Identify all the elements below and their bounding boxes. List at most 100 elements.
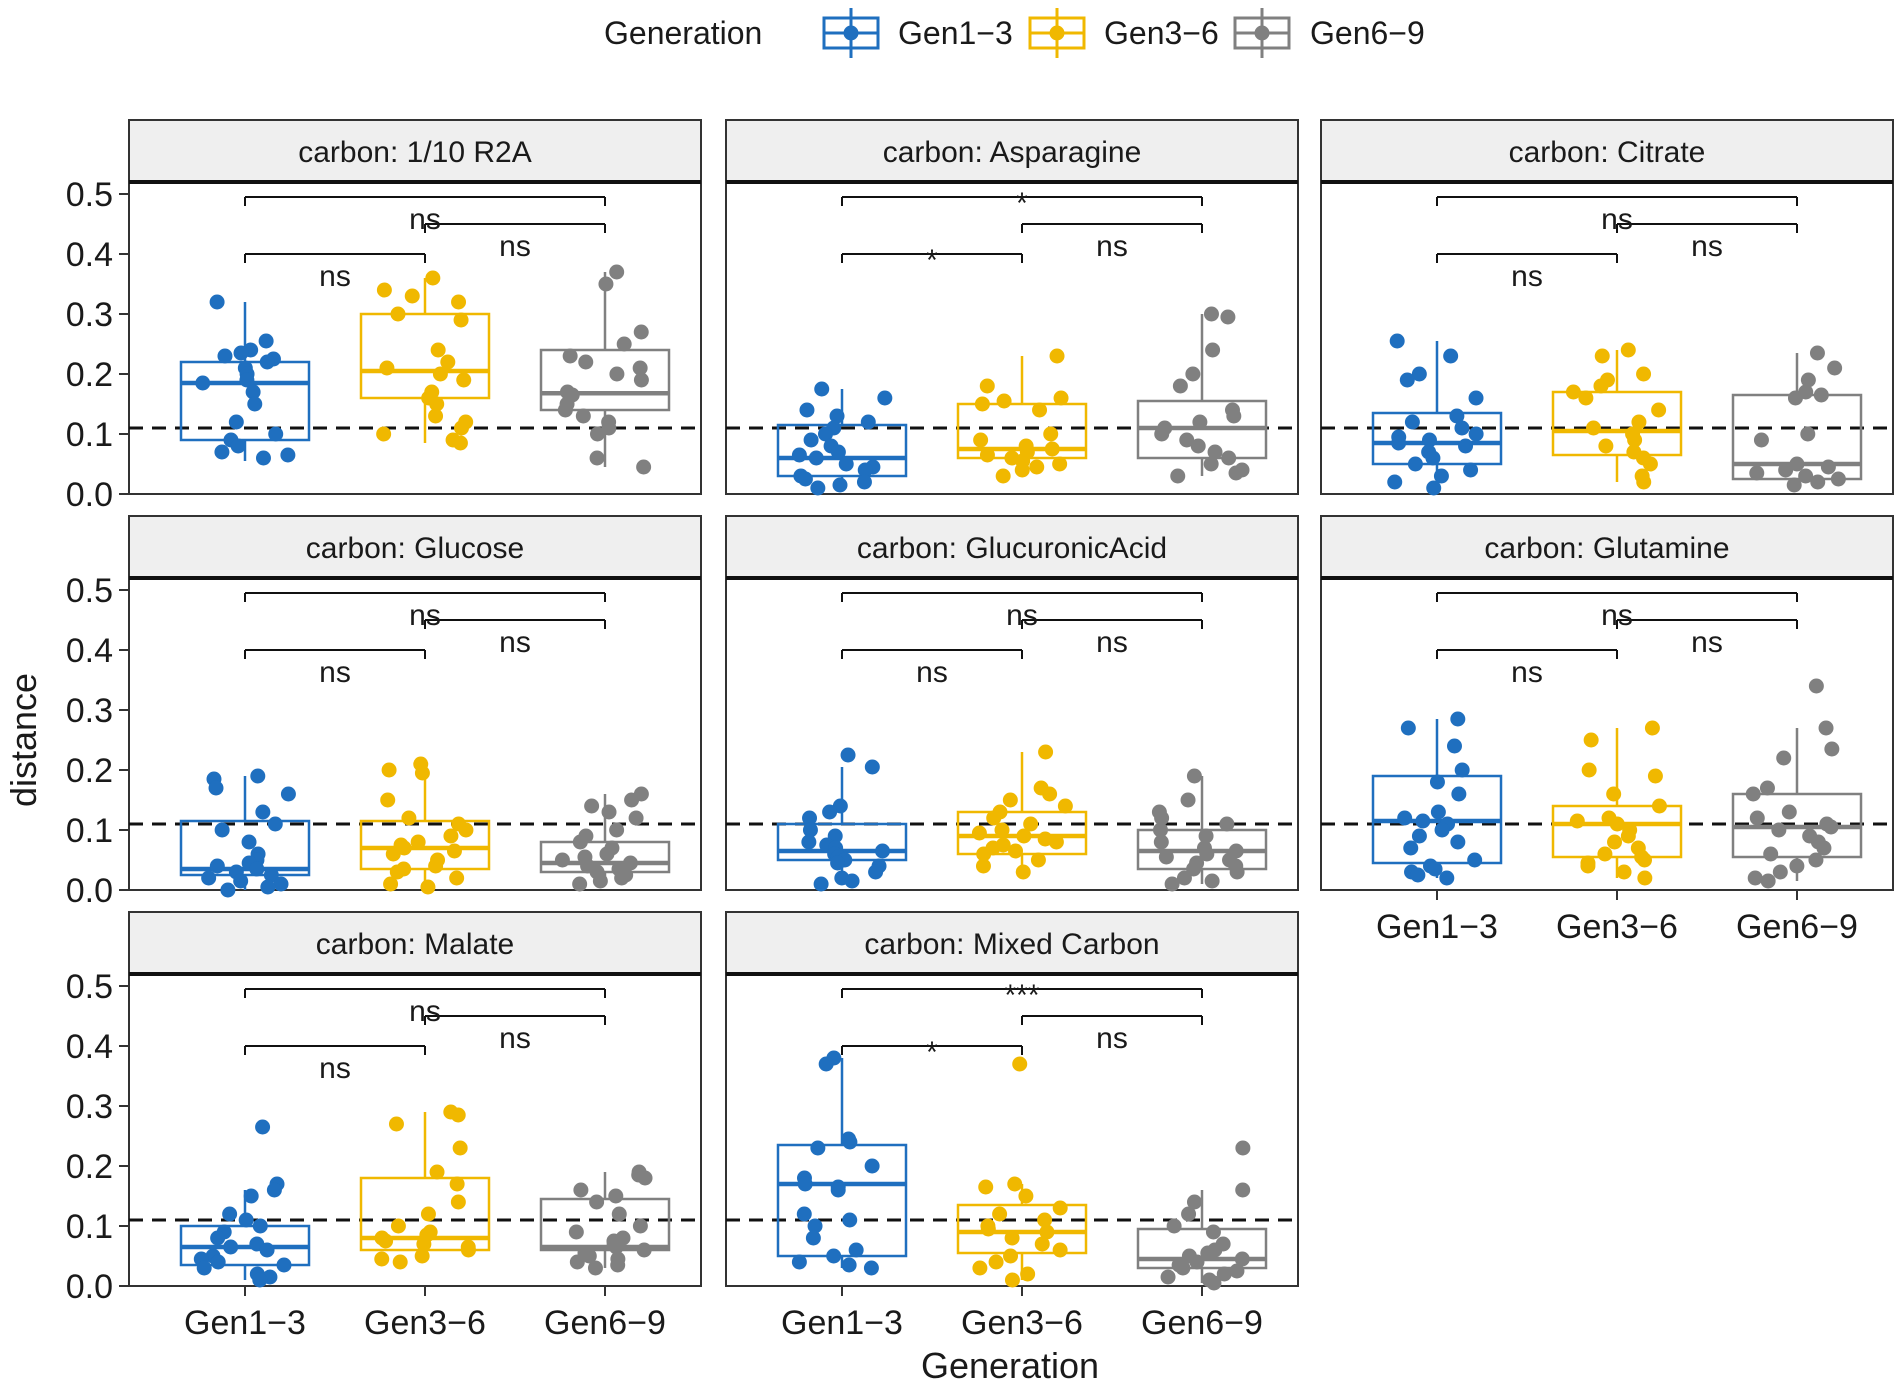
bracket-label: ns	[916, 656, 948, 689]
facet-panels: carbon: 1/10 R2A 0.0 0.1 0.2 0.3 0.4 0.5 ns ns ns…	[66, 119, 1894, 1342]
box-iqr	[359, 819, 491, 871]
data-point	[456, 372, 472, 388]
data-point	[808, 450, 824, 466]
data-point	[557, 402, 573, 418]
data-point	[818, 1056, 834, 1072]
data-point	[797, 1176, 813, 1192]
data-point	[1399, 372, 1415, 388]
legend-key-point	[1254, 25, 1270, 41]
y-tick-label: 0.0	[66, 1268, 113, 1306]
data-point	[587, 1260, 603, 1276]
data-point	[1449, 408, 1465, 424]
data-point	[1057, 798, 1073, 814]
data-point	[1426, 480, 1442, 496]
data-point	[1446, 738, 1462, 754]
data-point	[1616, 864, 1632, 880]
data-point	[401, 810, 417, 826]
data-point	[1830, 471, 1846, 487]
data-point	[220, 882, 236, 898]
box-iqr	[539, 348, 671, 412]
data-point	[420, 1206, 436, 1222]
facet-strip	[725, 911, 1299, 975]
data-point	[1787, 390, 1803, 406]
y-tick-label: 0.5	[66, 572, 113, 610]
data-point	[1180, 792, 1196, 808]
significance-bracket-3: *	[841, 187, 1203, 220]
data-point	[1185, 366, 1201, 382]
data-point	[857, 462, 873, 478]
bracket-label: ns	[319, 656, 351, 689]
significance-bracket-3: ns	[244, 592, 606, 632]
facet-strip-label: carbon: Mixed Carbon	[864, 928, 1159, 961]
data-point	[832, 477, 848, 493]
data-point	[817, 426, 833, 442]
data-point	[1776, 750, 1792, 766]
data-point	[1002, 792, 1018, 808]
data-point	[210, 1254, 226, 1270]
y-tick-label: 0.3	[66, 296, 113, 334]
data-point	[863, 1260, 879, 1276]
data-point	[1186, 1194, 1202, 1210]
data-point	[842, 1134, 858, 1150]
data-point	[1219, 816, 1235, 832]
y-tick-label: 0.0	[66, 476, 113, 514]
significance-bracket-2: ns	[1021, 1015, 1203, 1055]
data-point	[1014, 462, 1030, 478]
data-point	[1216, 1266, 1232, 1282]
data-point	[1034, 1236, 1050, 1252]
data-point	[374, 1251, 390, 1267]
data-point	[259, 354, 275, 370]
data-point	[450, 1194, 466, 1210]
data-point	[1052, 456, 1068, 472]
data-point	[1759, 780, 1775, 796]
data-point	[1468, 426, 1484, 442]
data-point	[877, 390, 893, 406]
data-point	[975, 858, 991, 874]
data-point	[802, 810, 818, 826]
data-point	[1397, 810, 1413, 826]
data-point	[554, 852, 570, 868]
data-point	[449, 1176, 465, 1192]
data-point	[458, 822, 474, 838]
data-point	[1186, 861, 1202, 877]
data-point	[390, 1218, 406, 1234]
data-point	[249, 861, 265, 877]
data-point	[633, 372, 649, 388]
data-point	[1007, 1176, 1023, 1192]
box-iqr	[1551, 390, 1683, 457]
data-point	[633, 324, 649, 340]
data-point	[255, 450, 271, 466]
data-point	[381, 762, 397, 778]
data-point	[1580, 858, 1596, 874]
data-point	[810, 480, 826, 496]
data-point	[1583, 732, 1599, 748]
significance-bracket-2: ns	[424, 1015, 606, 1055]
significance-bracket-1: *	[841, 1036, 1023, 1069]
data-point	[632, 360, 648, 376]
data-point	[864, 759, 880, 775]
significance-bracket-1: ns	[244, 253, 426, 293]
significance-bracket-1: *	[841, 244, 1023, 277]
data-point	[425, 270, 441, 286]
data-point	[584, 798, 600, 814]
data-point	[609, 264, 625, 280]
data-point	[1609, 816, 1625, 832]
data-point	[979, 378, 995, 394]
data-point	[1030, 852, 1046, 868]
data-point	[1620, 342, 1636, 358]
data-point	[1745, 786, 1761, 802]
data-point	[1234, 1251, 1250, 1267]
data-point	[874, 843, 890, 859]
bracket-label: *	[926, 244, 938, 277]
data-point	[799, 402, 815, 418]
facet-strip-label: carbon: Malate	[316, 928, 514, 961]
bracket-label: *	[926, 1036, 938, 1069]
data-point	[1166, 1218, 1182, 1234]
data-point	[1569, 813, 1585, 829]
data-point	[1004, 1272, 1020, 1288]
data-point	[208, 780, 224, 796]
x-tick-label: Gen6−9	[1141, 1304, 1263, 1342]
significance-bracket-3: ns	[244, 988, 606, 1028]
data-point	[430, 342, 446, 358]
facet-strip-label: carbon: 1/10 R2A	[298, 136, 531, 169]
